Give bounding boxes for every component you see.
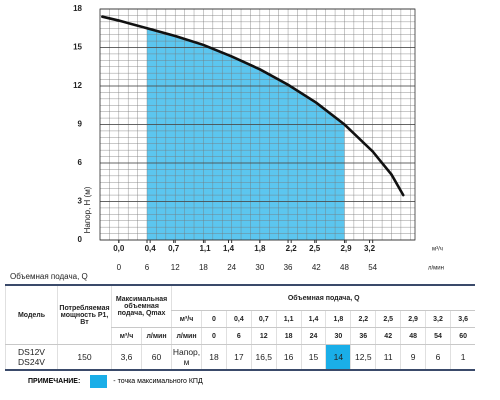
y-tick-label: 15 (73, 43, 82, 52)
y-tick-label: 12 (73, 81, 82, 90)
data-row: DS12V DS24V 150 3,6 60 Напор, м 18 17 16,5 16 15 14… (5, 344, 476, 371)
y-tick-label: 3 (78, 197, 83, 206)
x2-tick-label: 3,2 (364, 244, 376, 253)
flow-cell: 24 (300, 327, 326, 345)
x2-tick-label: 1,1 (199, 244, 211, 253)
x-unit: л/мин (428, 266, 444, 272)
flow-cell: 0 (201, 310, 227, 328)
x-tick-label: 0 (117, 263, 122, 272)
head-cell: 15 (300, 344, 326, 371)
model-name: DS24V (18, 357, 45, 367)
flow-cell: 2,9 (400, 310, 426, 328)
x2-tick-label: 0,7 (168, 244, 180, 253)
flow-cell: 2,5 (375, 310, 401, 328)
header-cell: л/мин (140, 327, 172, 345)
note-label: ПРИМЕЧАНИЕ: (28, 378, 81, 385)
head-cell: 17 (225, 344, 252, 371)
x-tick-label: 36 (284, 263, 293, 272)
spec-table: Модель Потребляемая мощность Р1, Вт Максим… (5, 284, 476, 371)
highlight-area (147, 28, 345, 240)
head-cell: 14 (325, 344, 351, 371)
x-axis-label: Объемная подача, Q (10, 272, 88, 281)
x-tick-label: 30 (255, 263, 264, 272)
x2-tick-label: 2,2 (286, 244, 298, 253)
head-cell: 11 (375, 344, 401, 371)
flow-cell: 3,2 (425, 310, 451, 328)
y-tick-label: 6 (78, 158, 83, 167)
flow-cell: 6 (225, 327, 252, 345)
header-row: м³/ч 0 0,4 0,7 1,1 1,4 1,8 2,2 2,5 2,9 3,2 3,6 (6, 310, 476, 328)
flow-cell: 3,6 (449, 310, 476, 328)
y-axis-label: Напор, Н (м) (83, 186, 92, 233)
flow-cell: 1,1 (275, 310, 302, 328)
qmax-cell: 3,6 (111, 344, 142, 371)
header-cell: Потребляемая мощность Р1, Вт (57, 284, 112, 345)
flow-cell: 36 (350, 327, 376, 345)
flow-cell: 0,4 (225, 310, 252, 328)
x-tick-label: 54 (368, 263, 377, 272)
header-cell: Максимальная объемная подача, Qmax (110, 284, 172, 328)
x-tick-label: 42 (312, 263, 321, 272)
head-cell: 1 (449, 344, 476, 371)
flow-cell: 0 (201, 327, 227, 345)
y-tick-label: 18 (73, 4, 82, 13)
header-cell: м³/ч (111, 327, 142, 345)
flow-cell: 54 (425, 327, 451, 345)
model-name: DS12V (18, 347, 45, 357)
x-tick-label: 18 (199, 263, 208, 272)
model-cell: DS12V DS24V (5, 344, 58, 371)
chart: Напор, Н (м) Объемная подача, Q м³/ч л/м… (10, 4, 444, 281)
note: ПРИМЕЧАНИЕ: - точка максимального КПД (28, 375, 203, 388)
head-cell: 9 (400, 344, 426, 371)
x2-tick-label: 0,0 (113, 244, 125, 253)
power-cell: 150 (57, 344, 112, 371)
flow-cell: 12 (250, 327, 277, 345)
header-cell: Модель (5, 284, 58, 345)
head-cell: 18 (201, 344, 227, 371)
x2-tick-label: 0,4 (145, 244, 157, 253)
flow-cell: 0,7 (250, 310, 277, 328)
y-tick-label: 0 (78, 235, 83, 244)
y-tick-label: 9 (78, 120, 83, 129)
flow-cell: 30 (325, 327, 351, 345)
x2-tick-label: 2,5 (309, 244, 321, 253)
head-cell: 16,5 (250, 344, 277, 371)
header-cell: л/мин (171, 327, 202, 345)
plot-frame (99, 8, 416, 241)
header-row: Модель Потребляемая мощность Р1, Вт Максим… (5, 284, 476, 345)
x-tick-label: 48 (340, 263, 349, 272)
flow-cell: 42 (375, 327, 401, 345)
head-cell: 12,5 (350, 344, 376, 371)
pump-curve (101, 15, 405, 197)
x2-tick-label: 2,9 (340, 244, 352, 253)
flow-cell: 1,8 (325, 310, 351, 328)
x2-tick-label: 1,4 (223, 244, 235, 253)
x-tick-label: 12 (171, 263, 180, 272)
header-cell: м³/ч (171, 310, 202, 328)
x-tick-label: 24 (227, 263, 236, 272)
row-label: Напор, м (171, 344, 202, 371)
x2-tick-label: 1,8 (254, 244, 266, 253)
note-swatch (90, 375, 108, 388)
qmax-cell: 60 (140, 344, 172, 371)
head-cell: 16 (275, 344, 302, 371)
x2-unit: м³/ч (432, 247, 443, 253)
flow-cell: 1,4 (300, 310, 326, 328)
x-tick-label: 6 (145, 263, 150, 272)
flow-cell: 48 (400, 327, 426, 345)
note-text: - точка максимального КПД (113, 378, 203, 385)
flow-cell: 2,2 (350, 310, 376, 328)
header-cell: Объемная подача, Q (171, 284, 476, 311)
head-cell: 6 (425, 344, 451, 371)
header-row: м³/ч л/мин л/мин 0 6 12 18 24 30 36 42 48 54 60 (6, 327, 476, 345)
flow-cell: 60 (449, 327, 476, 345)
flow-cell: 18 (275, 327, 302, 345)
